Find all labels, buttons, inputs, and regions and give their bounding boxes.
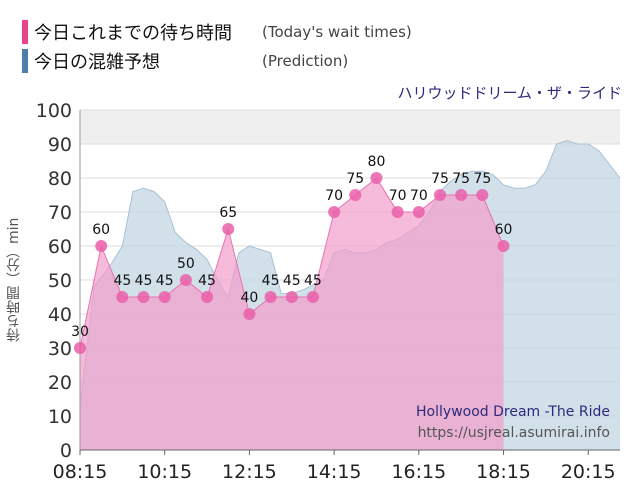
data-point: [74, 342, 86, 354]
data-label: 75: [452, 171, 470, 187]
x-tick-label: 08:15: [53, 461, 108, 483]
data-point: [158, 291, 171, 303]
watermark-ride-name: Hollywood Dream -The Ride: [416, 404, 610, 420]
data-point: [391, 206, 404, 218]
legend-label-jp: 今日の混雑予想: [34, 52, 160, 73]
data-label: 80: [368, 154, 386, 170]
data-point: [137, 291, 150, 303]
data-label: 45: [156, 273, 174, 289]
data-point: [349, 189, 362, 201]
data-point: [455, 189, 468, 201]
data-label: 40: [240, 290, 258, 306]
legend-item-prediction[interactable]: 今日の混雑予想 (Prediction): [22, 47, 348, 75]
y-tick-label: 80: [48, 168, 72, 190]
data-point: [434, 189, 446, 201]
data-label: 45: [262, 273, 280, 289]
watermark-url: https://usjreal.asumirai.info: [418, 425, 610, 441]
legend-label-jp: 今日これまでの待ち時間: [34, 23, 232, 44]
data-point: [201, 291, 214, 303]
y-tick-label: 40: [48, 304, 72, 326]
data-label: 45: [198, 273, 216, 289]
y-tick-label: 60: [48, 236, 72, 258]
data-point: [95, 240, 108, 252]
legend-swatch-actual: [22, 20, 28, 44]
legend-item-actual[interactable]: 今日これまでの待ち時間 (Today's wait times): [22, 18, 412, 46]
x-tick-label: 18:15: [476, 461, 531, 483]
data-label: 60: [495, 222, 513, 238]
y-tick-label: 70: [48, 202, 72, 224]
y-tick-label: 100: [36, 100, 72, 122]
plot-top-band: [80, 110, 620, 144]
data-point: [179, 274, 192, 286]
data-label: 65: [219, 205, 237, 221]
data-label: 70: [389, 188, 407, 204]
data-point: [116, 291, 129, 303]
legend-swatch-prediction: [22, 49, 28, 73]
y-tick-label: 20: [48, 372, 72, 394]
data-point: [370, 172, 383, 184]
data-label: 45: [304, 273, 322, 289]
data-point: [222, 223, 235, 235]
legend-label-en: (Today's wait times): [262, 23, 412, 41]
data-label: 70: [325, 188, 343, 204]
data-point: [476, 189, 489, 201]
data-point: [412, 206, 425, 218]
data-label: 45: [135, 273, 153, 289]
data-point: [328, 206, 341, 218]
data-label: 50: [177, 256, 195, 272]
actual-area: [80, 178, 504, 450]
legend-label-en: (Prediction): [262, 52, 349, 70]
y-tick-label: 90: [48, 134, 72, 156]
data-label: 70: [410, 188, 428, 204]
y-tick-label: 0: [60, 440, 72, 462]
legend: 今日これまでの待ち時間 (Today's wait times) 今日の混雑予想…: [0, 0, 640, 80]
data-label: 60: [92, 222, 110, 238]
y-tick-label: 10: [48, 406, 72, 428]
data-point: [497, 240, 510, 252]
x-tick-label: 14:15: [307, 461, 362, 483]
data-label: 30: [71, 324, 89, 340]
data-label: 75: [473, 171, 491, 187]
x-tick-label: 20:15: [561, 461, 616, 483]
x-tick-label: 12:15: [222, 461, 277, 483]
ride-name-jp: ハリウッドドリーム・ザ・ライド: [397, 84, 622, 102]
x-tick-label: 10:15: [137, 461, 192, 483]
data-point: [306, 291, 319, 303]
data-label: 45: [283, 273, 301, 289]
data-point: [243, 308, 256, 320]
data-label: 45: [113, 273, 131, 289]
data-point: [285, 291, 298, 303]
data-point: [264, 291, 277, 303]
y-tick-label: 30: [48, 338, 72, 360]
y-tick-label: 50: [48, 270, 72, 292]
data-label: 75: [431, 171, 449, 187]
x-tick-label: 16:15: [391, 461, 446, 483]
data-label: 75: [346, 171, 364, 187]
